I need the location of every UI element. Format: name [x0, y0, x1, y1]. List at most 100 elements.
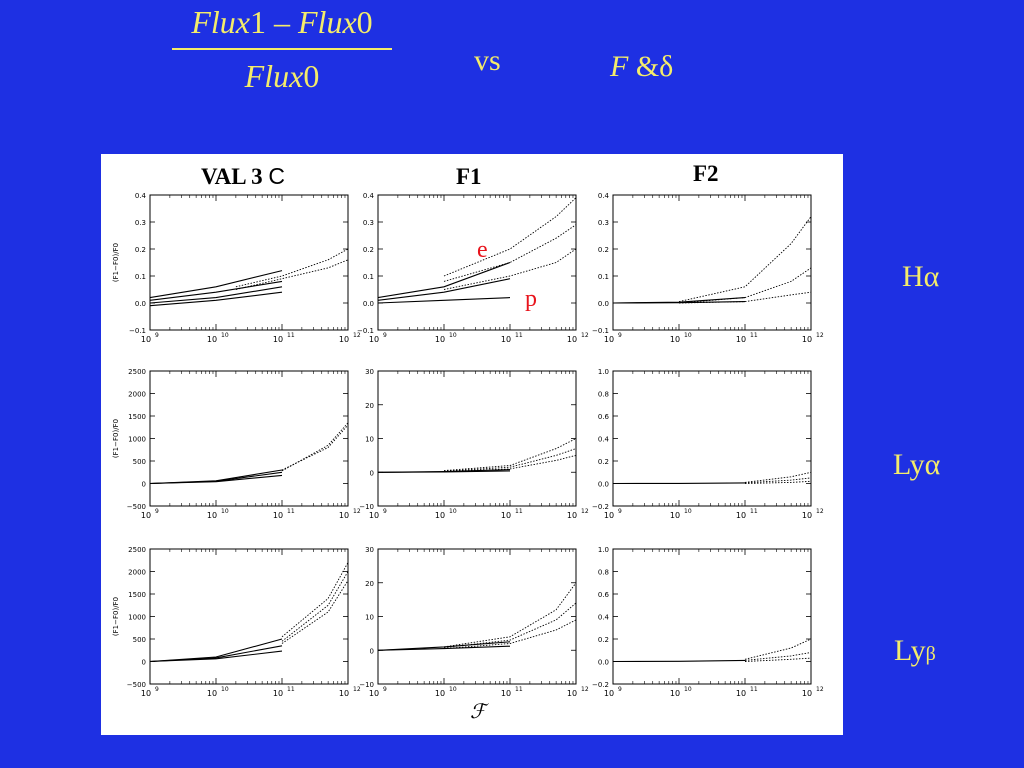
y-tick-label: 2500 — [128, 368, 146, 376]
x-tick-label-exp: 12 — [353, 508, 361, 515]
series-line — [281, 424, 349, 471]
x-tick-label-exp: 10 — [221, 508, 229, 515]
panel-val3c-ha: −0.1 0.0 0.1 0.2 0.3 0.4 10 9 10 10 10 11 10 12 (F1−F0… — [112, 192, 361, 344]
panel-val3c-lyb: −500 0 500 1000 1500 2000 2500 10 9 10 10 10 11 10 12 (… — [112, 546, 361, 698]
x-tick-label-exp: 10 — [449, 332, 457, 339]
x-tick-label: 10 — [670, 511, 680, 520]
params-text: F &δ — [610, 50, 673, 84]
y-tick-label: 1500 — [128, 413, 146, 421]
x-tick-label-exp: 9 — [618, 332, 622, 339]
x-tick-label: 10 — [736, 689, 746, 698]
x-tick-label: 10 — [501, 511, 511, 520]
x-tick-label-exp: 12 — [581, 508, 589, 515]
num-flux1-label: Flux — [191, 4, 250, 40]
plot-frame — [149, 548, 349, 685]
plot-frame — [149, 370, 349, 507]
series-line — [443, 582, 577, 648]
y-tick-label: 1500 — [128, 591, 146, 599]
series-line — [235, 248, 349, 288]
y-tick-label: −10 — [359, 681, 374, 689]
x-tick-label-exp: 11 — [515, 686, 523, 693]
x-tick-label: 10 — [273, 689, 283, 698]
series-line — [612, 482, 746, 485]
num-flux1-index: 1 — [250, 4, 266, 40]
y-tick-label: 2000 — [128, 391, 146, 399]
x-tick-label: 10 — [802, 511, 812, 520]
x-tick-label: 10 — [567, 335, 577, 344]
y-tick-label: 20 — [365, 580, 374, 588]
x-tick-label-exp: 12 — [816, 508, 824, 515]
y-tick-label: 0.0 — [135, 300, 146, 308]
x-tick-label: 10 — [207, 511, 217, 520]
y-tick-label: −0.2 — [592, 681, 609, 689]
col-title-f2: F2 — [693, 161, 719, 186]
x-tick-label: 10 — [604, 335, 614, 344]
x-tick-label: 10 — [501, 689, 511, 698]
y-tick-label: 0.2 — [598, 458, 609, 466]
series-line — [235, 259, 349, 290]
x-tick-label-exp: 10 — [449, 508, 457, 515]
plot-frame — [149, 194, 349, 331]
series-line — [678, 216, 812, 303]
y-tick-label: 0.0 — [598, 659, 609, 667]
plot-frame — [377, 548, 577, 685]
series-line — [377, 261, 511, 299]
col-title-val3c-c: C — [268, 163, 285, 189]
annotation-e: e — [477, 237, 488, 263]
x-tick-label-exp: 9 — [383, 686, 387, 693]
y-tick-label: 0.4 — [598, 614, 610, 622]
y-tick-label: 0.4 — [598, 436, 610, 444]
x-tick-label-exp: 10 — [221, 332, 229, 339]
col-title-val3c-main: VAL 3 — [201, 164, 263, 189]
plot-frame — [612, 370, 812, 507]
plot-frame — [612, 194, 812, 331]
x-tick-label: 10 — [339, 335, 349, 344]
x-tick-label-exp: 12 — [581, 686, 589, 693]
series-line — [612, 301, 746, 304]
panel-f1-lya: −10 0 10 20 30 10 9 10 10 10 11 10 12 — [359, 368, 589, 520]
x-tick-label: 10 — [369, 689, 379, 698]
y-tick-label: 1000 — [128, 614, 146, 622]
x-tick-label-exp: 12 — [353, 686, 361, 693]
series-line — [377, 470, 511, 473]
num-flux0-label: Flux — [298, 4, 357, 40]
lybeta-sub: β — [925, 643, 936, 665]
series-line — [149, 270, 283, 299]
x-tick-label: 10 — [802, 689, 812, 698]
x-tick-label: 10 — [736, 335, 746, 344]
y-tick-label: 1.0 — [598, 546, 609, 554]
y-tick-label: −500 — [127, 681, 146, 689]
panel-f2-lya: −0.2 0.0 0.2 0.4 0.6 0.8 1.0 10 9 10 10 10 11 10 12 — [592, 368, 824, 520]
x-tick-label-exp: 10 — [684, 332, 692, 339]
x-tick-label: 10 — [435, 335, 445, 344]
x-tick-label: 10 — [567, 511, 577, 520]
y-tick-label: 0.4 — [135, 192, 147, 200]
y-tick-label: 0.1 — [598, 273, 609, 281]
plot-frame — [612, 548, 812, 685]
param-delta: &δ — [628, 50, 674, 83]
x-axis-label: ℱ — [470, 701, 486, 723]
y-tick-label: 0.1 — [363, 273, 374, 281]
y-axis-label: (F1−F0)/F0 — [112, 419, 120, 458]
series-line — [443, 248, 577, 290]
panel-f1-lyb: −10 0 10 20 30 10 9 10 10 10 11 10 12 — [359, 546, 589, 698]
y-tick-label: 0 — [370, 647, 374, 655]
series-line — [377, 297, 511, 304]
x-tick-label-exp: 12 — [353, 332, 361, 339]
y-tick-label: 0.6 — [598, 591, 610, 599]
x-tick-label-exp: 12 — [816, 686, 824, 693]
x-tick-label: 10 — [604, 689, 614, 698]
series-line — [149, 280, 283, 301]
y-tick-label: 0.4 — [363, 192, 375, 200]
series-line — [149, 291, 283, 307]
param-f: F — [610, 50, 629, 83]
y-tick-label: 0.0 — [363, 300, 374, 308]
y-tick-label: 0.1 — [135, 273, 146, 281]
den-flux-label: Flux — [244, 58, 304, 94]
x-tick-label: 10 — [141, 511, 151, 520]
series-line — [281, 422, 349, 472]
y-tick-label: 10 — [365, 436, 374, 444]
series-line — [149, 474, 283, 485]
col-title-f1: F1 — [456, 164, 482, 189]
